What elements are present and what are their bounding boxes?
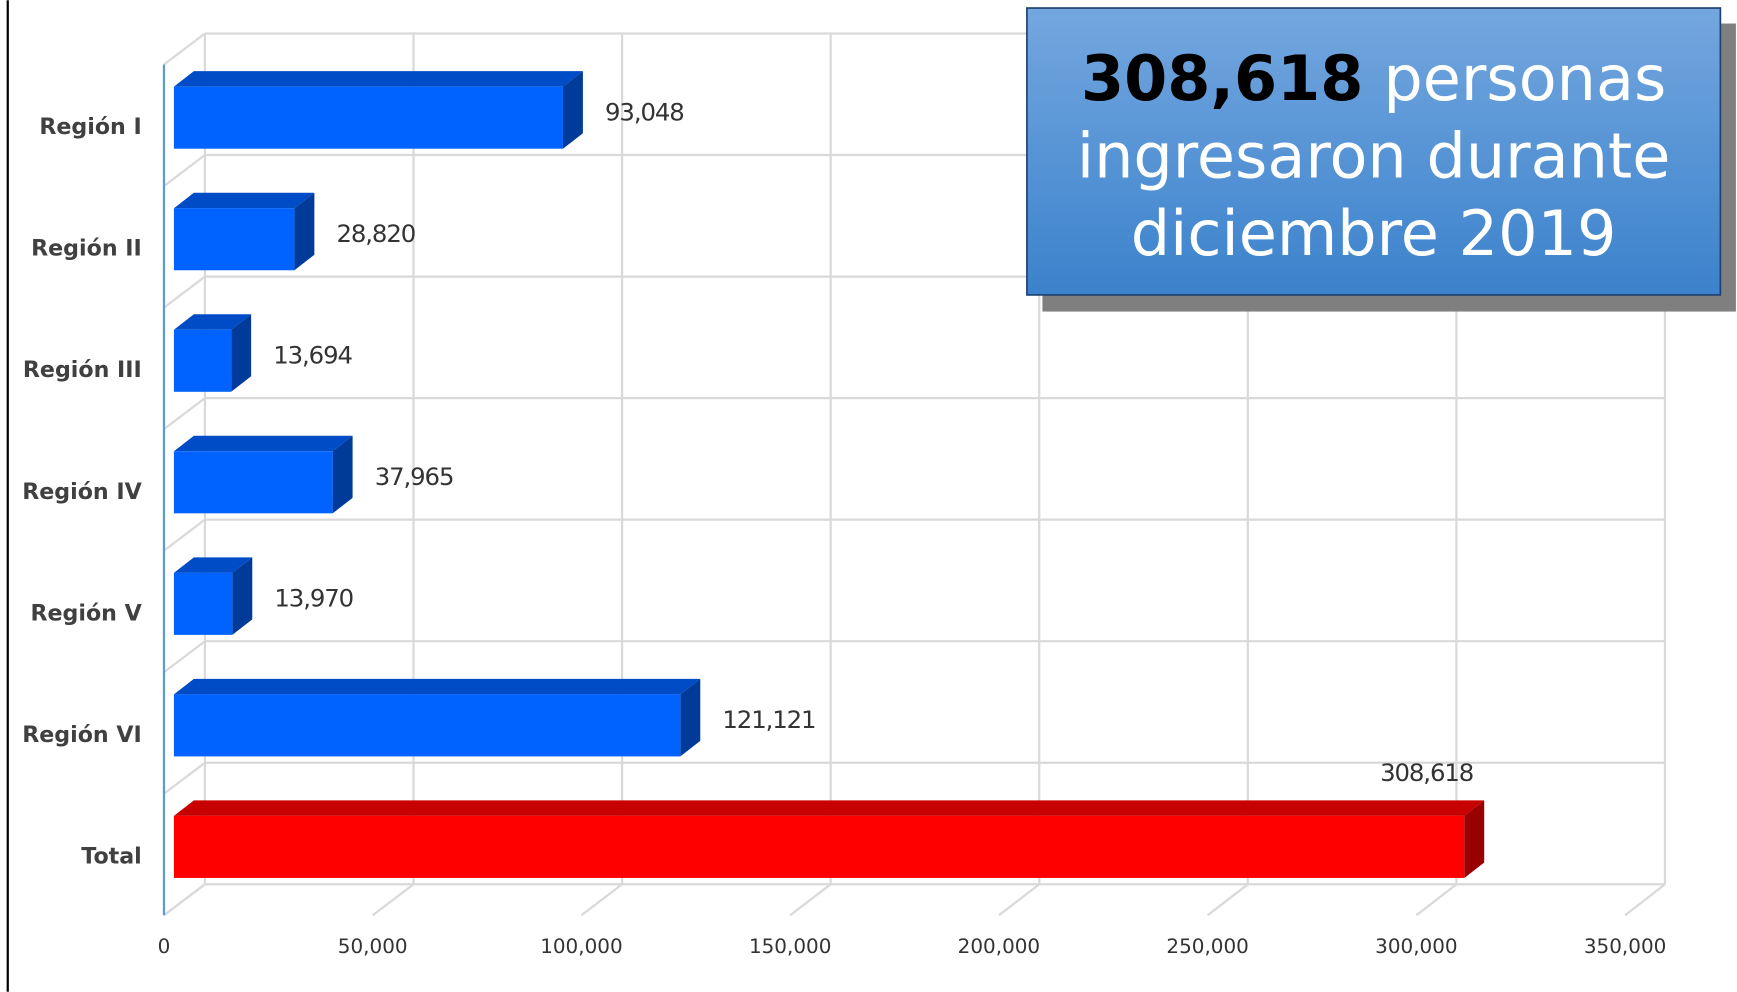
y-tick-label: Región V	[30, 600, 142, 626]
value-label: 121,121	[722, 705, 815, 734]
bar	[173, 572, 233, 635]
grid-line-wall	[163, 275, 206, 309]
value-label: 308,618	[1380, 758, 1473, 787]
bar-side	[1464, 800, 1485, 878]
grid-line-wall	[163, 397, 206, 431]
annotation-line: 308,618 personas	[1081, 42, 1666, 115]
x-tick-label: 300,000	[1375, 934, 1457, 958]
annotation-line: diciembre 2019	[1131, 197, 1617, 270]
annotation-text: personas	[1383, 42, 1666, 115]
grid-line-wall	[163, 640, 206, 674]
grid-line-floor	[789, 883, 832, 917]
y-tick-label: Total	[81, 843, 141, 869]
annotation-line: ingresaron durante	[1077, 120, 1671, 193]
bar-side	[232, 557, 253, 635]
value-label: 13,970	[274, 583, 353, 612]
grid-line-floor	[1415, 883, 1458, 917]
bar-top	[173, 800, 1485, 816]
y-tick-label: Región I	[39, 114, 141, 140]
y-tick-label: Región II	[31, 236, 142, 262]
value-label: 28,820	[337, 219, 416, 248]
bar	[173, 86, 563, 149]
bar	[173, 329, 232, 392]
grid-line-floor	[163, 883, 206, 917]
box	[1026, 7, 1722, 296]
bars: 93,048 Región I 28,820 Región II 13,694 Regió…	[22, 71, 1485, 878]
x-tick-label: 250,000	[1166, 934, 1248, 958]
bar-top	[173, 71, 583, 87]
grid-line-wall	[163, 32, 206, 66]
bar-side	[231, 314, 252, 392]
y-tick-label: Región IV	[22, 479, 142, 505]
x-tick-label: 0	[158, 934, 171, 958]
grid-line-floor	[580, 883, 623, 917]
grid-line-wall	[163, 518, 206, 552]
x-tick-label: 150,000	[749, 934, 831, 958]
bar-top	[173, 557, 253, 573]
grid-line-floor	[998, 883, 1040, 917]
grid-line-wall	[163, 154, 206, 187]
grid-line-floor	[1624, 883, 1666, 917]
bar-side	[332, 435, 353, 514]
grid-line-floor	[372, 883, 415, 917]
annotation-highlight: 308,618	[1081, 42, 1363, 115]
y-tick-label: Región VI	[22, 722, 142, 748]
grid-line-floor	[1206, 883, 1249, 917]
bar	[173, 815, 1465, 878]
x-tick-label: 100,000	[540, 934, 622, 958]
bar-top	[173, 314, 252, 330]
bar	[173, 694, 681, 757]
x-tick-label: 200,000	[958, 934, 1040, 958]
y-tick-label: Región III	[23, 357, 142, 383]
grid-line-wall	[163, 761, 206, 795]
bar-side	[294, 192, 315, 271]
bar-top	[173, 192, 315, 209]
x-tick-label: 350,000	[1584, 934, 1666, 958]
value-label: 93,048	[605, 97, 684, 126]
bar-side	[562, 71, 583, 149]
value-label: 13,694	[273, 340, 352, 369]
value-label: 37,965	[375, 462, 454, 491]
bar-top	[173, 678, 701, 695]
bar-top	[173, 435, 353, 452]
bar	[173, 208, 295, 271]
bar	[173, 451, 333, 514]
x-tick-label: 50,000	[338, 934, 408, 958]
bar-side	[680, 678, 701, 757]
annotation-box: 308,618 personas ingresaron durante dicie…	[1026, 7, 1736, 312]
